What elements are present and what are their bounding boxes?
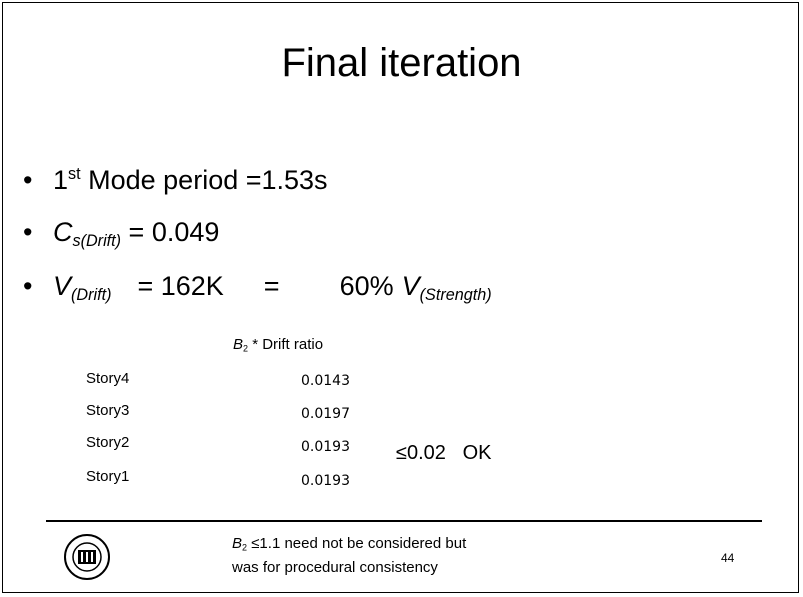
subscript: (Strength) [419,285,492,304]
text: ≤1.1 need not be considered but [247,535,467,552]
subscript: 2 [242,542,248,553]
row-label: Story2 [86,434,130,451]
text: V [401,271,420,301]
superscript: st [68,165,81,183]
table-header: B2 * Drift ratio [233,336,323,354]
page-number: 44 [721,551,735,565]
slide-title: Final iteration [281,41,522,85]
bullet: • V(Drift) = 162K = 60% V(Strength) [23,271,492,304]
subscript: (Drift) [71,285,112,304]
text: * Drift ratio [248,336,324,353]
text: = [263,271,280,301]
text: = 0.049 [121,217,220,247]
cell: 0.0197 [301,406,350,422]
text: was for procedural consistency [232,558,438,576]
cell: 0.0193 [301,439,350,455]
footer-note: B2 ≤1.1 need not be considered but was fo… [232,534,466,578]
text: B [233,336,244,353]
cell: 0.0193 [301,473,350,489]
note: ≤0.02 OK [396,442,492,464]
text: = 162K [137,271,224,301]
subscript: s(Drift) [72,231,122,250]
logo [64,534,110,580]
cell: 0.0143 [301,373,350,389]
text: B [232,535,243,552]
text: C [53,217,73,247]
row-label: Story3 [86,402,130,419]
bullet: • 1st Mode period =1.53s [23,165,328,195]
text: Mode period =1.53s [80,165,328,195]
divider [46,520,762,522]
row-label: Story4 [86,370,130,387]
text: 60% [339,271,394,301]
subscript: 2 [243,343,249,354]
text: V [53,271,72,301]
bullet: • Cs(Drift) = 0.049 [23,217,220,250]
row-label: Story1 [86,468,130,485]
text: 1 [53,165,69,195]
